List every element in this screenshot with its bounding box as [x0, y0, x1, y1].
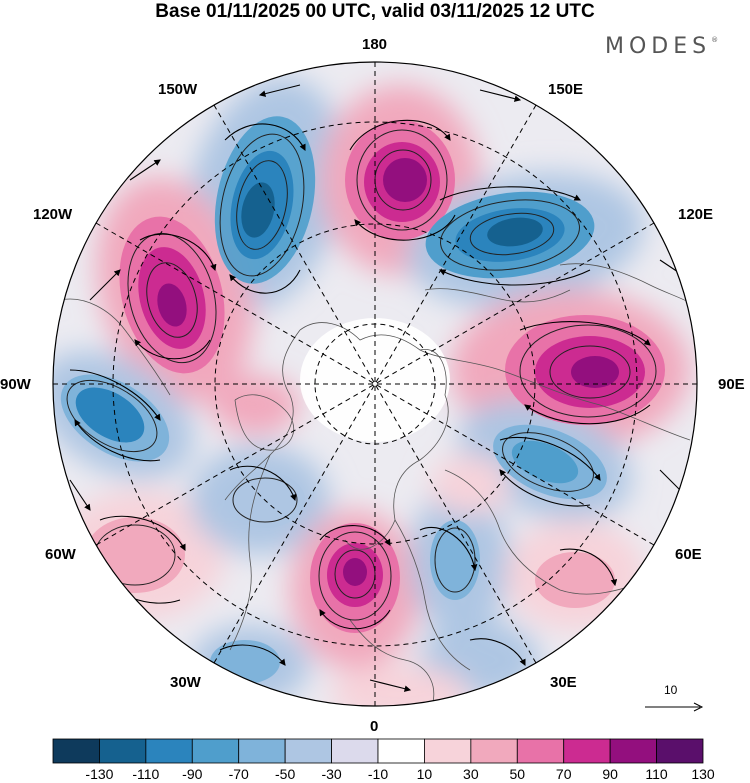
colorbar-tick-label: 130: [691, 766, 715, 782]
colorbar-cell: [516, 738, 565, 764]
colorbar-cell: [656, 738, 704, 764]
colorbar-cell: [609, 738, 657, 764]
reference-vector: [645, 702, 704, 712]
colorbar-tick-label: 50: [509, 766, 526, 782]
lon-label-120e: 120E: [678, 206, 714, 223]
colorbar-tick-label: -10: [367, 766, 389, 782]
colorbar-cell: [331, 738, 379, 764]
colorbar-tick-label: 10: [416, 766, 433, 782]
colorbar-cell: [284, 738, 332, 764]
lon-label-90e: 90E: [718, 376, 745, 393]
colorbar-cell: [238, 738, 286, 764]
modes-logo: MODES®: [605, 34, 718, 59]
registered-mark: ®: [711, 36, 719, 44]
colorbar-tick-label: -50: [275, 766, 296, 782]
lon-label-30e: 30E: [550, 674, 577, 691]
graticule: [53, 62, 697, 706]
anomaly-field: [53, 62, 697, 706]
lon-label-180: 180: [362, 36, 388, 53]
contour-lines: [66, 129, 657, 621]
colorbar-tick-label: -90: [182, 766, 203, 782]
lon-label-150e: 150E: [548, 81, 584, 98]
lon-label-0: 0: [370, 718, 379, 735]
lon-label-150w: 150W: [158, 81, 198, 98]
lon-label-60e: 60E: [675, 546, 702, 563]
colorbar-cell: [99, 738, 147, 764]
colorbar-cell: [191, 738, 240, 764]
map-border: [52, 61, 698, 707]
colorbar-tick-label: -70: [228, 766, 249, 782]
colorbar-tick-label: 70: [555, 766, 572, 782]
lon-label-120w: 120W: [33, 206, 73, 223]
map-title: Base 01/11/2025 00 UTC, valid 03/11/2025…: [155, 1, 595, 22]
lon-label-30w: 30W: [170, 674, 201, 691]
colorbar-cell: [563, 738, 611, 764]
lon-label-60w: 60W: [45, 546, 76, 563]
colorbar-cell: [52, 738, 100, 764]
colorbar-tick-label: 90: [602, 766, 618, 782]
colorbar-tick-label: -110: [132, 766, 160, 782]
colorbar-tick-label: -30: [321, 766, 342, 782]
colorbar-tick-label: 110: [645, 766, 668, 782]
colorbar: [52, 738, 704, 764]
polar-map: [52, 61, 698, 707]
colorbar-cell: [470, 738, 518, 764]
colorbar-tick-label: 30: [463, 766, 479, 782]
colorbar-cell: [377, 738, 425, 764]
colorbar-cell: [424, 738, 472, 764]
coastlines: [59, 263, 697, 706]
logo-text: MODES: [605, 34, 712, 59]
colorbar-cell: [145, 738, 193, 764]
reference-vector-label: 10: [664, 683, 678, 697]
colorbar-tick-label: -130: [85, 766, 114, 782]
lon-label-90w: 90W: [0, 376, 31, 393]
